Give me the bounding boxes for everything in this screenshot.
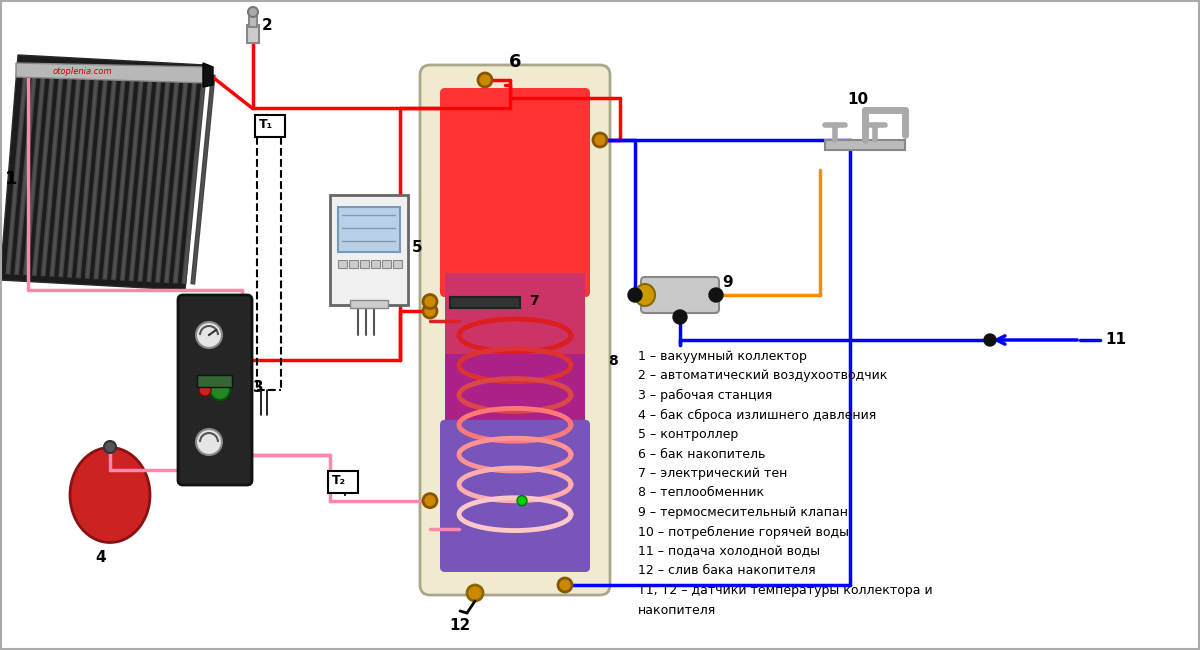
Circle shape: [210, 380, 230, 400]
Bar: [394, 260, 402, 268]
Text: T₂: T₂: [332, 474, 346, 487]
Bar: [338, 207, 400, 252]
Ellipse shape: [635, 284, 655, 306]
Bar: [445, 354, 586, 448]
Circle shape: [424, 304, 437, 318]
Bar: [247, 25, 259, 43]
Text: 7: 7: [529, 294, 539, 307]
Text: 4: 4: [95, 550, 106, 565]
Text: 2 – автоматический воздухоотводчик: 2 – автоматический воздухоотводчик: [638, 369, 887, 382]
Bar: [328, 471, 358, 493]
Ellipse shape: [70, 447, 150, 543]
Circle shape: [558, 578, 572, 592]
Text: 12 – слив бака накопителя: 12 – слив бака накопителя: [638, 564, 816, 577]
Polygon shape: [203, 63, 214, 87]
Bar: [350, 300, 388, 308]
Circle shape: [104, 441, 116, 453]
Bar: [360, 260, 370, 268]
Text: 5: 5: [412, 240, 422, 255]
Polygon shape: [16, 63, 208, 83]
Text: 6: 6: [509, 53, 521, 71]
Text: 1: 1: [5, 170, 18, 188]
Bar: [197, 375, 232, 387]
Text: 12: 12: [449, 618, 470, 633]
Text: 11 – подача холодной воды: 11 – подача холодной воды: [638, 545, 820, 558]
Text: 8 – теплообменник: 8 – теплообменник: [638, 486, 764, 499]
Circle shape: [593, 133, 607, 147]
Text: 7 – электрический тен: 7 – электрический тен: [638, 467, 787, 480]
FancyBboxPatch shape: [440, 420, 590, 572]
Circle shape: [199, 384, 211, 396]
Bar: [826, 140, 905, 150]
Text: T₁: T₁: [259, 118, 274, 131]
Circle shape: [196, 429, 222, 455]
Text: 1 – вакуумный коллектор: 1 – вакуумный коллектор: [638, 350, 806, 363]
Circle shape: [424, 493, 437, 508]
Bar: [450, 296, 520, 307]
Text: 11: 11: [1105, 332, 1126, 347]
Text: накопителя: накопителя: [638, 603, 716, 616]
Polygon shape: [0, 55, 205, 290]
Circle shape: [478, 73, 492, 87]
Text: 4 – бак сброса излишнего давления: 4 – бак сброса излишнего давления: [638, 408, 876, 422]
Text: 2: 2: [262, 18, 272, 33]
Bar: [445, 273, 586, 368]
Text: 9: 9: [722, 275, 733, 290]
Bar: [338, 260, 347, 268]
Circle shape: [709, 288, 722, 302]
Text: otoplenia.com: otoplenia.com: [53, 66, 113, 75]
Text: 10 – потребление горячей воды: 10 – потребление горячей воды: [638, 525, 850, 539]
Text: T1, T2 – датчики температуры коллектора и: T1, T2 – датчики температуры коллектора …: [638, 584, 932, 597]
Text: 6 – бак накопитель: 6 – бак накопитель: [638, 447, 766, 460]
Text: 9 – термосмесительный клапан: 9 – термосмесительный клапан: [638, 506, 848, 519]
FancyBboxPatch shape: [178, 295, 252, 485]
Circle shape: [628, 288, 642, 302]
Bar: [382, 260, 391, 268]
Bar: [349, 260, 358, 268]
FancyBboxPatch shape: [641, 277, 719, 313]
Bar: [250, 15, 257, 27]
FancyBboxPatch shape: [420, 65, 610, 595]
Circle shape: [196, 322, 222, 348]
Circle shape: [673, 310, 686, 324]
Text: 3 – рабочая станция: 3 – рабочая станция: [638, 389, 773, 402]
Bar: [256, 115, 286, 137]
Text: 8: 8: [608, 354, 618, 367]
Bar: [330, 195, 408, 305]
Circle shape: [517, 496, 527, 506]
Text: 10: 10: [847, 92, 869, 107]
Circle shape: [467, 585, 482, 601]
Bar: [371, 260, 380, 268]
Circle shape: [248, 7, 258, 17]
Circle shape: [424, 294, 437, 309]
Text: 5 – контроллер: 5 – контроллер: [638, 428, 738, 441]
Circle shape: [984, 334, 996, 346]
FancyBboxPatch shape: [440, 88, 590, 297]
Text: 3: 3: [253, 380, 264, 395]
